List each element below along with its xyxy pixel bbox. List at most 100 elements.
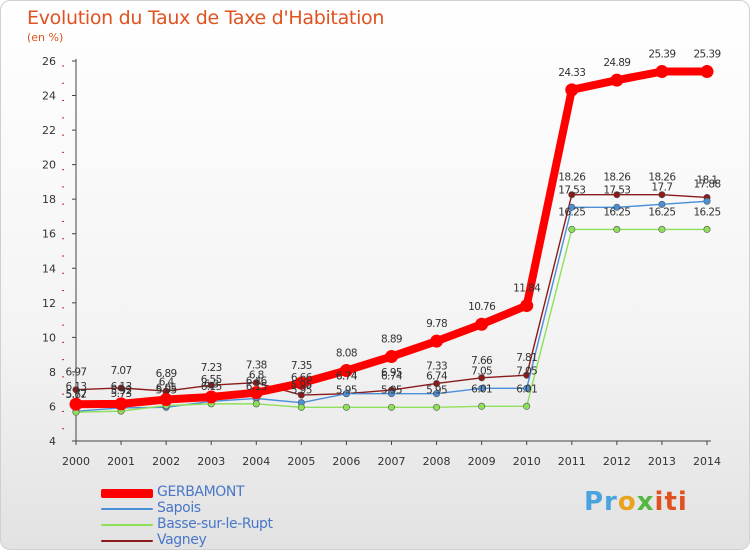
data-label: 5.92	[111, 385, 132, 397]
data-label: 6.05	[156, 383, 177, 395]
data-point	[207, 381, 215, 389]
legend-swatch	[101, 540, 153, 542]
data-point	[610, 73, 624, 87]
data-point	[294, 376, 308, 390]
logo-part: iti	[654, 487, 688, 517]
data-point	[568, 225, 576, 233]
data-label: 7.23	[201, 362, 222, 374]
data-label: 6.66	[291, 372, 313, 384]
data-label: 7.05	[471, 365, 492, 377]
data-label: 25.39	[648, 49, 675, 61]
data-label: 18.26	[558, 172, 586, 184]
data-point	[658, 200, 666, 208]
data-label: 5.95	[426, 384, 447, 396]
x-tick-label: 2005	[287, 455, 315, 468]
data-point	[565, 83, 579, 97]
data-point	[204, 390, 218, 404]
y-tick-label: 14	[42, 262, 56, 275]
data-point	[478, 402, 486, 410]
data-point	[703, 225, 711, 233]
logo-part: Pr	[584, 487, 618, 517]
y-tick-label: 12	[42, 297, 56, 310]
y-tick-label: 4	[49, 435, 56, 448]
x-tick-label: 2012	[603, 455, 631, 468]
data-label: 8.08	[336, 348, 357, 360]
data-point	[523, 402, 531, 410]
data-label: 5.95	[381, 384, 402, 396]
data-label: 17.88	[693, 178, 720, 190]
y-tick-label: 26	[42, 55, 56, 68]
legend-swatch	[101, 488, 153, 498]
data-label: 6.46	[246, 376, 268, 388]
data-point	[114, 397, 128, 411]
legend-label: GERBAMONT	[157, 484, 245, 500]
data-point	[430, 334, 444, 348]
x-tick-label: 2013	[648, 455, 676, 468]
data-point	[433, 403, 441, 411]
data-point	[433, 379, 441, 387]
data-label: 5.73	[111, 388, 132, 400]
data-point	[568, 191, 576, 199]
data-label: 6.97	[66, 367, 87, 379]
data-label: 16.25	[603, 206, 630, 218]
y-tick-label: 10	[42, 331, 56, 344]
data-point	[658, 225, 666, 233]
x-tick-label: 2006	[332, 455, 360, 468]
data-label: 24.33	[558, 67, 585, 79]
data-label: 17.53	[558, 184, 585, 196]
data-label: 6.13	[111, 381, 132, 393]
data-point	[72, 386, 80, 394]
x-tick-label: 2014	[693, 455, 721, 468]
data-label: 6.15	[201, 381, 222, 393]
data-label: 5.95	[336, 384, 357, 396]
data-label: 8.89	[381, 334, 402, 346]
x-tick-label: 2011	[558, 455, 586, 468]
data-point	[69, 397, 83, 411]
data-label: 6.4	[159, 377, 175, 389]
y-tick-label: 8	[49, 366, 56, 379]
data-label: 5.95	[156, 384, 177, 396]
x-tick-label: 2000	[62, 455, 90, 468]
data-point	[159, 393, 173, 407]
data-point	[478, 374, 486, 382]
series-line-vagney	[75, 193, 708, 396]
data-label: 6.74	[426, 371, 448, 383]
data-label: 16.25	[558, 206, 585, 218]
data-point	[475, 317, 489, 331]
y-tick-label: 18	[42, 193, 56, 206]
data-point	[249, 386, 263, 400]
chart-title: Evolution du Taux de Taxe d'Habitation	[27, 7, 385, 29]
legend-swatch	[101, 508, 153, 510]
y-tick-label: 20	[42, 159, 56, 172]
y-tick-label: 6	[49, 400, 56, 413]
data-point	[478, 384, 486, 392]
data-point	[385, 350, 398, 364]
data-label: 24.89	[603, 57, 630, 69]
data-label: 10.76	[468, 301, 496, 313]
legend-swatch	[101, 524, 153, 526]
legend-label: Sapois	[157, 500, 201, 516]
x-tick-label: 2008	[423, 455, 451, 468]
data-label: 5.67	[66, 389, 87, 401]
data-point	[568, 203, 576, 211]
x-tick-label: 2003	[197, 455, 225, 468]
data-label: 6.15	[246, 381, 267, 393]
data-point	[700, 65, 714, 79]
data-point	[658, 191, 666, 199]
data-point	[252, 400, 260, 408]
data-label: 6.74	[336, 371, 358, 383]
data-point	[387, 390, 395, 398]
data-label: 11.84	[513, 283, 541, 295]
data-label: 6.01	[516, 383, 537, 395]
data-label: 6.74	[381, 371, 403, 383]
x-tick-label: 2010	[513, 455, 541, 468]
data-label: 7.35	[291, 360, 312, 372]
data-point	[655, 65, 669, 79]
data-label: 17.53	[603, 184, 630, 196]
data-label: 6.55	[201, 374, 222, 386]
data-point	[117, 384, 125, 392]
data-label: 25.39	[693, 49, 720, 61]
x-tick-label: 2007	[378, 455, 406, 468]
data-label: 18.1	[697, 174, 718, 186]
